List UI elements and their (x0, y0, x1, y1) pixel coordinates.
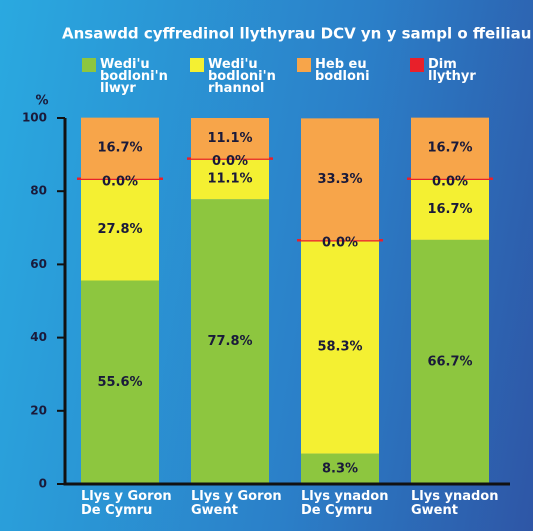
value-label: 27.8% (97, 222, 142, 237)
value-label: 0.0% (102, 174, 138, 189)
legend-label: Dim llythyr (428, 57, 476, 84)
value-label: 0.0% (322, 236, 358, 251)
chart-title: Ansawdd cyffredinol llythyrau DCV yn y s… (62, 25, 531, 43)
value-label: 16.7% (427, 202, 472, 217)
bar-segment (301, 453, 379, 484)
x-tick-label: Llys y Goron Gwent (191, 489, 282, 518)
value-label: 55.6% (97, 375, 142, 390)
legend-label: Heb eu bodloni (315, 57, 370, 84)
bar-segment (81, 117, 159, 179)
legend-label: Wedi'u bodloni'n rhannol (208, 57, 276, 96)
bar-segment (411, 178, 489, 240)
value-label: 66.7% (427, 354, 472, 369)
bar-segment (411, 239, 489, 484)
value-label: 77.8% (207, 334, 252, 349)
y-tick-label: 0 (39, 477, 47, 491)
x-tick-label: Llys y Goron De Cymru (81, 489, 172, 518)
legend-swatch (82, 58, 96, 72)
bar-segment (81, 178, 159, 281)
value-label: 33.3% (317, 172, 362, 187)
bar-segment (191, 158, 269, 200)
x-tick-label: Llys ynadon Gwent (411, 489, 499, 518)
value-label: 8.3% (322, 461, 358, 476)
bar-segment (191, 199, 269, 484)
bar-segment (411, 117, 489, 179)
y-tick-label: 20 (30, 403, 47, 417)
y-tick-label: 40 (30, 330, 47, 344)
legend-swatch (190, 58, 204, 72)
bar-segment (191, 118, 269, 159)
legend-swatch (410, 58, 424, 72)
bar-segment (301, 118, 379, 241)
value-label: 11.1% (207, 171, 252, 186)
value-label: 16.7% (97, 141, 142, 156)
value-label: 0.0% (212, 154, 248, 169)
y-tick-label: 100 (22, 111, 47, 125)
value-label: 58.3% (317, 339, 362, 354)
bar-segment (301, 240, 379, 454)
value-label: 11.1% (207, 131, 252, 146)
x-tick-label: Llys ynadon De Cymru (301, 489, 389, 518)
bar-segment (81, 280, 159, 484)
legend-swatch (297, 58, 311, 72)
y-tick-label: 60 (30, 257, 47, 271)
y-tick-label: 80 (30, 184, 47, 198)
y-axis-label: % (35, 94, 48, 109)
value-label: 16.7% (427, 141, 472, 156)
value-label: 0.0% (432, 174, 468, 189)
legend-label: Wedi'u bodloni'n llwyr (100, 57, 168, 96)
